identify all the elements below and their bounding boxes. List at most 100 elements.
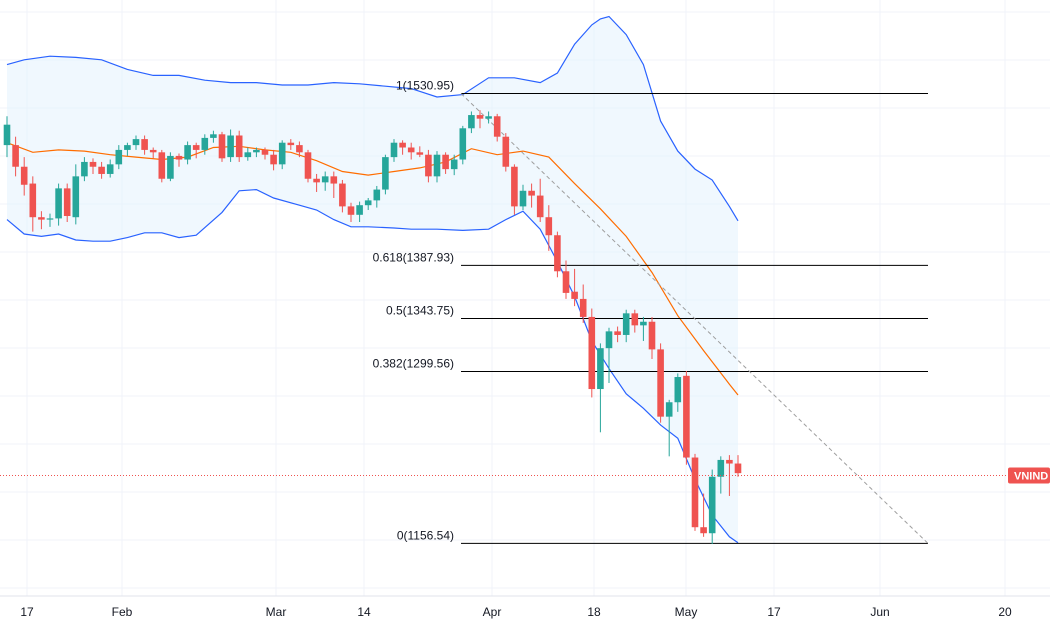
fib-level-label: 0.382(1299.56) bbox=[373, 357, 454, 371]
candle-body bbox=[192, 145, 200, 150]
x-tick-label: Jun bbox=[870, 605, 889, 619]
candle-body bbox=[442, 154, 449, 170]
candles bbox=[3, 110, 742, 545]
candle-body bbox=[339, 183, 346, 207]
candle-body bbox=[691, 457, 699, 528]
candle-body bbox=[304, 152, 312, 179]
candle-body bbox=[399, 142, 406, 148]
candle-body bbox=[614, 331, 621, 335]
candle-body bbox=[657, 349, 664, 417]
candle-body bbox=[536, 195, 544, 218]
candle-body bbox=[364, 200, 372, 206]
candle-body bbox=[141, 139, 148, 150]
candle-body bbox=[640, 321, 647, 326]
candle-body bbox=[72, 176, 80, 218]
candle-body bbox=[708, 476, 716, 534]
x-axis: 17 Feb Mar 14 Apr 18 May 17 Jun 20 bbox=[0, 595, 1050, 619]
candle-body bbox=[210, 134, 217, 138]
candle-body bbox=[493, 116, 501, 137]
x-tick-label: Feb bbox=[112, 605, 133, 619]
trend-line bbox=[460, 93, 929, 544]
candle-body bbox=[407, 147, 415, 153]
candle-body bbox=[227, 135, 234, 158]
candle-body bbox=[622, 313, 630, 335]
x-tick-label: Mar bbox=[266, 605, 287, 619]
candle-body bbox=[278, 142, 286, 165]
candle-body bbox=[700, 527, 707, 534]
candle-body bbox=[296, 145, 303, 153]
candle-body bbox=[425, 154, 432, 177]
bollinger-lower-line bbox=[6, 188, 739, 544]
fib-level-label: 0(1156.54) bbox=[397, 528, 454, 542]
x-tick-label: 18 bbox=[587, 605, 601, 619]
candle-body bbox=[321, 176, 329, 183]
candle-body bbox=[313, 178, 320, 183]
x-tick-label: 20 bbox=[998, 605, 1012, 619]
candle-body bbox=[89, 161, 97, 167]
fib-level-label: 0.618(1387.93) bbox=[373, 250, 454, 264]
last-price-marker: VNIND bbox=[0, 467, 1050, 484]
candle-body bbox=[115, 149, 123, 165]
x-tick-label: 14 bbox=[357, 605, 371, 619]
bollinger-bands bbox=[6, 15, 739, 544]
candle-body bbox=[631, 313, 639, 326]
candle-body bbox=[356, 205, 363, 215]
last-price-badge bbox=[1008, 467, 1050, 484]
candle-body bbox=[734, 463, 742, 474]
candle-body bbox=[433, 154, 441, 177]
last-price-badge-label: VNIND bbox=[1014, 471, 1048, 483]
candle-body bbox=[683, 375, 690, 458]
candle-body bbox=[81, 161, 88, 177]
candle-body bbox=[12, 145, 19, 167]
fibonacci-retracement: 1(1530.95) 0.618(1387.93) 0.5(1343.75) 0.38… bbox=[373, 79, 928, 544]
fib-level-label: 0.5(1343.75) bbox=[386, 303, 454, 317]
candle-body bbox=[149, 149, 157, 153]
candle-body bbox=[347, 206, 355, 215]
candle-body bbox=[717, 459, 725, 477]
candle-body bbox=[38, 217, 45, 220]
candle-body bbox=[485, 116, 492, 119]
x-tick-label: 17 bbox=[20, 605, 34, 619]
candle-body bbox=[253, 149, 260, 153]
candle-body bbox=[46, 218, 54, 220]
dashed-trendline bbox=[460, 93, 929, 544]
candle-body bbox=[597, 348, 604, 390]
candle-body bbox=[476, 115, 484, 119]
candle-body bbox=[726, 459, 733, 464]
candle-body bbox=[20, 166, 28, 185]
candle-body bbox=[571, 291, 578, 299]
fib-level-label: 1(1530.95) bbox=[396, 79, 454, 93]
candle-body bbox=[373, 189, 381, 201]
candle-body bbox=[674, 377, 682, 403]
candle-body bbox=[528, 190, 535, 196]
candle-body bbox=[605, 331, 613, 349]
candle-body bbox=[158, 152, 166, 179]
candle-body bbox=[175, 155, 183, 160]
candle-body bbox=[588, 316, 596, 390]
candle-body bbox=[468, 115, 475, 129]
candle-body bbox=[554, 235, 561, 272]
candle-body bbox=[124, 145, 131, 150]
candle-body bbox=[106, 164, 114, 174]
candle-body bbox=[390, 142, 398, 158]
candle-body bbox=[450, 159, 458, 170]
candle-body bbox=[244, 152, 252, 158]
candle-body bbox=[261, 149, 269, 155]
candle-body bbox=[665, 402, 673, 417]
candle-body bbox=[29, 183, 37, 218]
candle-body bbox=[416, 152, 424, 155]
candle-body bbox=[55, 188, 62, 219]
bollinger-upper-line bbox=[6, 15, 739, 222]
candle-body bbox=[330, 176, 338, 184]
candle-body bbox=[287, 142, 295, 146]
x-tick-label: Apr bbox=[483, 605, 502, 619]
candle-body bbox=[218, 134, 226, 159]
candle-body bbox=[459, 128, 467, 160]
candle-body bbox=[511, 166, 518, 207]
candle-body bbox=[201, 137, 209, 150]
candle-body bbox=[648, 321, 656, 350]
bollinger-basis-line bbox=[6, 142, 739, 396]
candle-body bbox=[63, 188, 71, 217]
candle-body bbox=[545, 217, 553, 236]
